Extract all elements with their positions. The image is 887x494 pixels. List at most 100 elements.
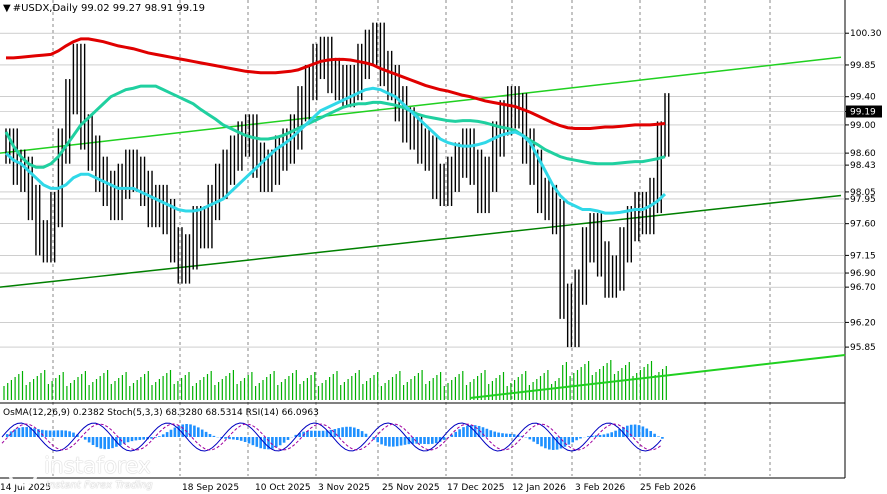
indicator-panel (1, 422, 664, 452)
price-tick-label: 97.95 (850, 195, 876, 205)
osma-bar (161, 434, 165, 437)
osma-bar (72, 432, 75, 437)
collapse-arrow-icon[interactable]: ▼ (3, 3, 11, 14)
osma-bar (177, 425, 181, 437)
osma-bar (134, 437, 138, 441)
time-tick-label: 18 Sep 2025 (182, 483, 239, 493)
osma-bar (520, 435, 524, 437)
stoch-main-line (1, 422, 662, 452)
price-tick-label: 96.70 (850, 283, 876, 293)
osma-bar (551, 437, 555, 450)
time-tick-label: 10 Oct 2025 (255, 483, 311, 493)
osma-bar (345, 426, 348, 437)
osma-bar (501, 433, 504, 437)
osma-bar (590, 435, 594, 437)
osma-bar (158, 436, 161, 437)
osma-bar (610, 432, 613, 437)
osma-bar (56, 430, 60, 437)
osma-bar (130, 437, 134, 442)
osma-bar (83, 437, 87, 440)
osma-bar (60, 430, 64, 437)
osma-bar (165, 432, 169, 437)
osma-bar (392, 437, 395, 447)
logo-name: instaforex (44, 454, 151, 479)
osma-bar (122, 437, 126, 444)
price-bars (5, 22, 670, 348)
price-tick-label: 99.40 (850, 93, 876, 103)
price-tick-label: 98.05 (850, 188, 876, 198)
osma-bar (306, 430, 309, 437)
symbol-ohlc: #USDX,Daily 99.02 99.27 98.91 99.19 (12, 3, 206, 14)
series-line (4, 84, 666, 169)
osma-bar (458, 429, 461, 437)
osma-bar (380, 437, 383, 445)
osma-bar (645, 428, 649, 437)
osma-bar (637, 425, 641, 437)
osma-bar (579, 437, 582, 439)
current-price-box (846, 105, 882, 118)
osma-bar (649, 431, 652, 437)
osma-bar (462, 427, 465, 437)
osma-bar (629, 424, 633, 437)
osma-bar (485, 428, 489, 437)
osma-bar (181, 424, 184, 437)
osma-bar (575, 437, 578, 441)
osma-bar (372, 437, 376, 440)
osma-bar (489, 430, 493, 437)
osma-bar (602, 434, 606, 437)
osma-bar (204, 431, 208, 437)
osma-bar (399, 437, 403, 446)
osma-bar (423, 437, 426, 445)
time-axis: 14 Jul 2025 18 Sep 2025 10 Oct 2025 3 Nov 2… (0, 483, 696, 493)
instaforex-logo: instaforex Instant Forex Trading (6, 452, 206, 492)
osma-bar (228, 437, 231, 440)
osma-bar (540, 437, 543, 447)
osma-bar (169, 429, 173, 437)
osma-bar (87, 437, 91, 443)
osma-bar (278, 437, 282, 446)
time-tick-label: 25 Feb 2026 (640, 483, 696, 493)
osma-bar (442, 437, 446, 440)
osma-bar (563, 437, 567, 447)
osma-bar (571, 437, 574, 443)
osma-bar (294, 434, 298, 437)
osma-bar (282, 437, 286, 443)
indicator-title: OsMA(12,26,9) 0.2382 Stoch(5,3,3) 68.328… (3, 408, 319, 418)
logo-icon (7, 455, 39, 487)
osma-bar (497, 432, 500, 437)
osma-bar (493, 431, 496, 437)
osma-bar (356, 428, 360, 437)
price-tick-label: 99.19 (850, 108, 876, 118)
osma-bar (5, 434, 9, 437)
price-tick-label: 96.90 (850, 269, 876, 279)
price-tick-label: 99.00 (850, 121, 876, 131)
price-tick-label: 99.85 (850, 61, 876, 71)
osma-bar (481, 427, 485, 437)
osma-bar (193, 425, 196, 437)
osma-bar (325, 430, 329, 437)
osma-bar (427, 437, 430, 445)
osma-bar (310, 430, 313, 437)
osma-bar (532, 437, 535, 442)
osma-bar (99, 437, 103, 449)
osma-bar (388, 437, 391, 447)
time-tick-label: 3 Nov 2025 (318, 483, 370, 493)
osma-bar (314, 430, 317, 437)
osma-bar (376, 437, 379, 443)
osma-bar (633, 424, 637, 437)
osma-bar (271, 437, 274, 449)
osma-bar (329, 429, 333, 437)
osma-bar (150, 437, 153, 439)
osma-bar (239, 437, 243, 441)
osma-bar (364, 433, 368, 437)
osma-bar (68, 431, 71, 437)
trendlines (0, 56, 846, 399)
price-tick-label: 98.60 (850, 149, 876, 159)
osma-bar (251, 437, 255, 446)
price-tick-label: 96.20 (850, 318, 876, 328)
osma-bar (337, 428, 340, 437)
time-tick-label: 12 Jan 2026 (512, 483, 566, 493)
osma-bar (173, 427, 177, 437)
osma-bar (107, 437, 110, 449)
